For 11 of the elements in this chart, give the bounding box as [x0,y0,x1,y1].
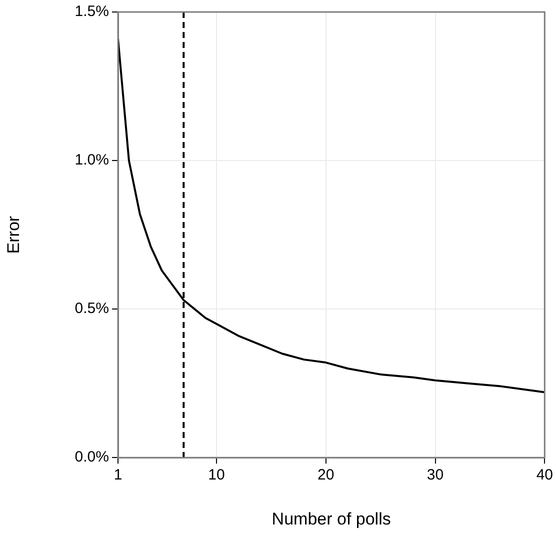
x-tick-label: 30 [426,466,444,484]
y-tick-label: 0.5% [74,300,109,318]
x-tick-label: 40 [536,466,553,484]
y-tick-label: 0.0% [74,448,109,466]
x-axis-title: Number of polls [272,509,391,528]
y-tick-label: 1.0% [74,152,109,169]
x-tick-label: 20 [318,466,334,484]
y-tick-label: 1.5% [74,3,109,20]
x-tick-label: 10 [208,466,225,484]
x-tick-label: 1 [114,466,122,484]
y-axis-title: Error [4,216,23,254]
